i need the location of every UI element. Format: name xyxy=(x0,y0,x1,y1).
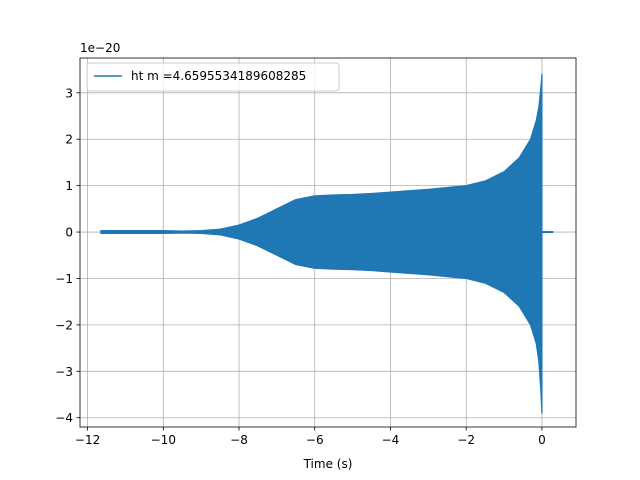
y-tick-label: 0 xyxy=(65,226,73,240)
x-tick-label: −12 xyxy=(75,433,100,447)
y-tick-label: 1 xyxy=(65,179,73,193)
x-tick-label: −8 xyxy=(230,433,248,447)
y-axis: −4 −3 −2 −1 0 1 2 3 xyxy=(55,86,80,425)
y-offset-label: 1e−20 xyxy=(80,41,120,55)
y-tick-label: −3 xyxy=(55,365,73,379)
y-tick-label: 2 xyxy=(65,133,73,147)
x-axis: −12 −10 −8 −6 −4 −2 0 xyxy=(75,427,546,447)
x-tick-label: −4 xyxy=(382,433,400,447)
x-tick-label: 0 xyxy=(538,433,546,447)
legend-entry-label: ht m =4.659553418960828​5 xyxy=(131,69,306,83)
y-tick-label: −1 xyxy=(55,272,73,286)
series-waveform xyxy=(100,73,543,414)
x-axis-label: Time (s) xyxy=(303,457,353,471)
series-layer xyxy=(100,73,554,414)
x-tick-label: −2 xyxy=(457,433,475,447)
x-tick-label: −10 xyxy=(151,433,176,447)
x-tick-label: −6 xyxy=(306,433,324,447)
y-tick-label: −4 xyxy=(55,411,73,425)
legend: ht m =4.659553418960828​5 xyxy=(86,62,340,92)
plot-frame xyxy=(79,57,577,428)
y-tick-label: 3 xyxy=(65,86,73,100)
legend-box xyxy=(86,62,340,92)
y-tick-label: −2 xyxy=(55,318,73,332)
